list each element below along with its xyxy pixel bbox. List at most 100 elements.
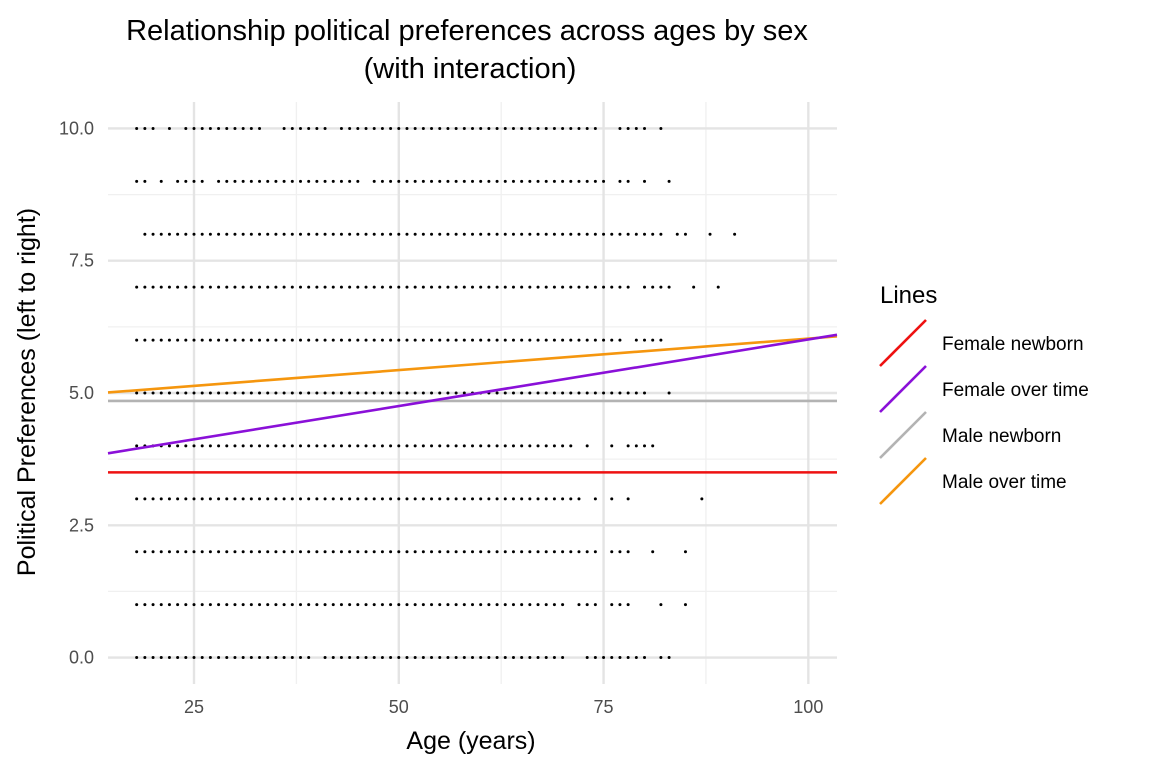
data-point (176, 179, 180, 183)
data-point (520, 338, 524, 342)
data-point (217, 232, 221, 236)
data-point (438, 444, 442, 448)
data-point (348, 656, 352, 660)
data-point (208, 338, 212, 342)
data-point (307, 285, 311, 289)
data-point (438, 232, 442, 236)
data-point (610, 338, 614, 342)
data-point (569, 444, 573, 448)
data-point (339, 126, 343, 130)
data-point (528, 497, 532, 501)
data-point (290, 550, 294, 554)
line-female-over-time (107, 333, 838, 455)
data-point (454, 444, 458, 448)
data-point (610, 656, 614, 660)
data-point (266, 656, 270, 660)
data-point (413, 391, 417, 395)
data-point (266, 285, 270, 289)
data-point (192, 391, 196, 395)
data-point (208, 232, 212, 236)
data-point (446, 232, 450, 236)
data-point (413, 179, 417, 183)
data-point (683, 550, 687, 554)
data-point (651, 444, 655, 448)
data-point (176, 232, 180, 236)
data-point (192, 232, 196, 236)
data-point (561, 285, 565, 289)
data-point (241, 338, 245, 342)
data-point (397, 126, 401, 130)
data-point (585, 285, 589, 289)
data-point (225, 444, 229, 448)
data-point (356, 550, 360, 554)
data-point (159, 338, 163, 342)
data-point (389, 497, 393, 501)
data-point (634, 391, 638, 395)
data-point (258, 126, 262, 130)
data-point (544, 285, 548, 289)
data-point (184, 603, 188, 607)
data-point (397, 656, 401, 660)
data-point (290, 232, 294, 236)
data-point (561, 656, 565, 660)
data-point (135, 338, 139, 342)
data-point (659, 338, 663, 342)
data-point (323, 656, 327, 660)
data-point (593, 656, 597, 660)
data-point (135, 656, 139, 660)
data-point (536, 232, 540, 236)
data-point (593, 391, 597, 395)
data-point (585, 656, 589, 660)
data-point (643, 126, 647, 130)
data-point (430, 179, 434, 183)
data-point (143, 126, 147, 130)
data-point (217, 656, 221, 660)
data-point (430, 497, 434, 501)
data-point (315, 444, 319, 448)
data-point (626, 656, 630, 660)
data-point (544, 179, 548, 183)
data-point (323, 338, 327, 342)
y-tick-label: 0.0 (69, 648, 94, 668)
data-point (397, 444, 401, 448)
x-axis-ticks: 25 50 75 100 (184, 697, 823, 717)
data-point (249, 497, 253, 501)
data-point (274, 603, 278, 607)
x-tick-label: 25 (184, 697, 204, 717)
data-point (249, 444, 253, 448)
data-point (241, 656, 245, 660)
data-point (561, 603, 565, 607)
data-point (626, 603, 630, 607)
data-point (405, 603, 409, 607)
data-point (651, 232, 655, 236)
data-point (298, 285, 302, 289)
data-point (389, 179, 393, 183)
data-point (159, 550, 163, 554)
data-point (405, 391, 409, 395)
data-point (446, 391, 450, 395)
data-point (266, 603, 270, 607)
data-point (266, 232, 270, 236)
data-point (471, 603, 474, 607)
data-point (339, 444, 343, 448)
data-point (454, 497, 458, 501)
x-tick-label: 75 (594, 697, 614, 717)
data-point (331, 444, 335, 448)
y-tick-label: 7.5 (69, 251, 94, 271)
data-point (536, 179, 540, 183)
data-point (438, 391, 442, 395)
data-point (479, 285, 483, 289)
data-point (176, 444, 180, 448)
data-point (651, 338, 655, 342)
data-point (315, 603, 319, 607)
data-point (585, 550, 589, 554)
data-point (331, 232, 335, 236)
data-point (315, 179, 319, 183)
data-point (561, 550, 565, 554)
data-point (454, 550, 458, 554)
data-point (405, 126, 409, 130)
data-point (233, 232, 237, 236)
data-point (217, 550, 221, 554)
data-point (454, 338, 458, 342)
data-point (184, 179, 188, 183)
